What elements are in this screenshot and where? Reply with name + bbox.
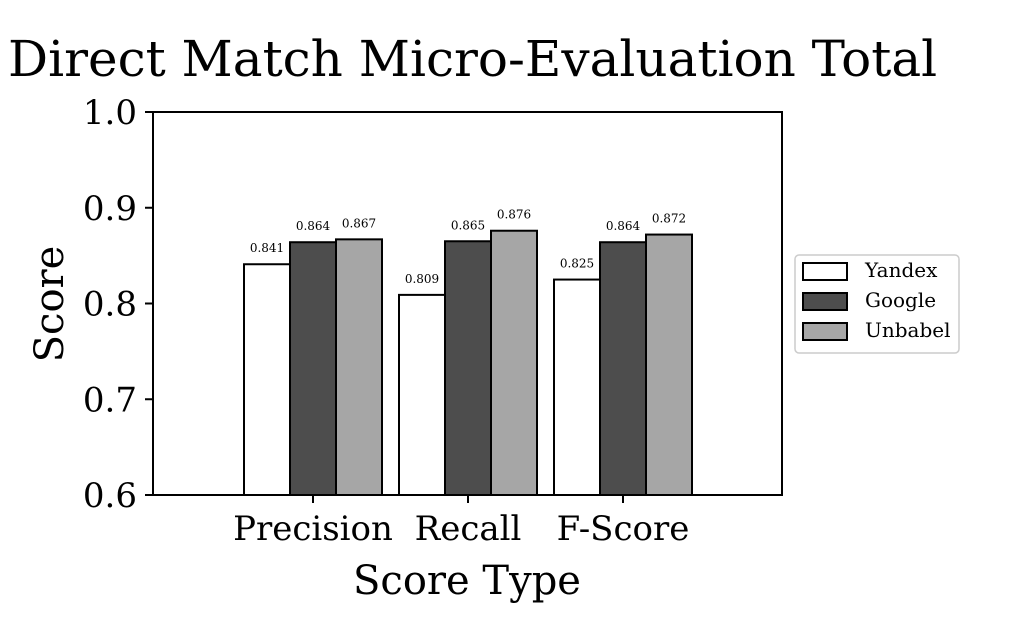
y-axis: 0.6 0.7 0.8 0.9 1.0 <box>83 93 153 516</box>
chart-title: Direct Match Micro-Evaluation Total <box>8 30 937 88</box>
bar-yandex-recall <box>398 293 446 496</box>
bars-layer <box>243 229 693 496</box>
bar-yandex-f-score <box>553 278 601 496</box>
bar-value-label: 0.867 <box>342 216 376 230</box>
y-tick-label: 0.9 <box>83 189 137 229</box>
bar-labels-layer: 0.841 0.864 0.867 0.809 0.865 0.876 0.825 0.864… <box>250 208 686 286</box>
x-tick-label: Precision <box>233 509 393 549</box>
y-axis-label: Score <box>27 246 73 363</box>
bar-google-recall <box>444 240 492 496</box>
legend-swatch <box>802 292 848 311</box>
bar-unbabel-recall <box>490 229 538 496</box>
legend-label: Google <box>865 288 936 312</box>
bar-value-label: 0.864 <box>606 219 641 233</box>
legend-label: Yandex <box>864 258 938 282</box>
bar-value-label: 0.841 <box>250 241 284 255</box>
bar-google-f-score <box>599 241 647 496</box>
bar-value-label: 0.876 <box>497 208 531 222</box>
y-tick-label: 0.6 <box>83 476 137 516</box>
bar-value-label: 0.864 <box>296 219 331 233</box>
bar-value-label: 0.809 <box>405 272 439 286</box>
bar-unbabel-f-score <box>645 233 693 496</box>
legend-swatch <box>802 262 848 281</box>
legend: Yandex Google Unbabel <box>794 254 960 354</box>
legend-label: Unbabel <box>865 318 951 342</box>
x-axis-label: Score Type <box>353 558 581 604</box>
bar-value-label: 0.825 <box>560 257 594 271</box>
legend-swatch <box>802 322 848 341</box>
x-axis: Precision Recall F-Score <box>233 495 689 549</box>
bar-value-label: 0.872 <box>652 212 686 226</box>
x-tick-label: F-Score <box>557 509 690 549</box>
y-tick-label: 1.0 <box>83 93 137 133</box>
bar-google-precision <box>289 241 337 496</box>
bar-yandex-precision <box>243 263 291 496</box>
y-tick-label: 0.8 <box>83 285 137 325</box>
x-tick-label: Recall <box>415 509 522 549</box>
y-tick-label: 0.7 <box>83 380 137 420</box>
bar-unbabel-precision <box>335 238 383 496</box>
bar-value-label: 0.865 <box>451 218 485 232</box>
